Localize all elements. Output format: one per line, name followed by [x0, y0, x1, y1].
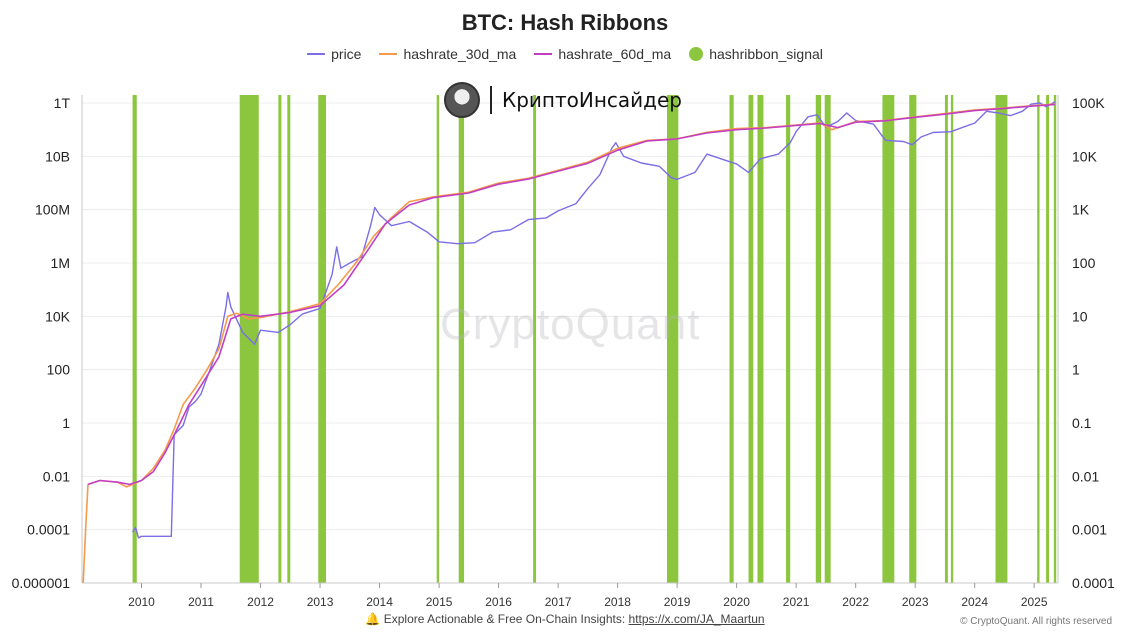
x-tick-label: 2021 [783, 595, 810, 609]
x-tick-label: 2017 [545, 595, 572, 609]
signal-band [757, 95, 764, 583]
footer-text: Explore Actionable & Free On-Chain Insig… [383, 612, 629, 626]
legend-label-price: price [331, 46, 362, 62]
brand-divider [490, 86, 492, 114]
series-line-price [132, 101, 1056, 539]
right-tick-label: 0.0001 [1072, 575, 1115, 591]
legend-label-signal: hashribbon_signal [709, 46, 823, 62]
watermark: CryptoQuant [440, 300, 701, 349]
right-tick-label: 100K [1072, 95, 1105, 111]
footer: 🔔 Explore Actionable & Free On-Chain Ins… [0, 612, 1130, 626]
legend: price hashrate_30d_ma hashrate_60d_ma ha… [0, 46, 1130, 62]
x-tick-label: 2016 [485, 595, 512, 609]
x-tick-label: 2022 [842, 595, 869, 609]
right-tick-label: 0.01 [1072, 468, 1099, 484]
right-tick-label: 10 [1072, 308, 1088, 324]
signal-band [533, 95, 537, 583]
left-tick-label: 10B [45, 148, 70, 164]
x-tick-label: 2024 [961, 595, 988, 609]
signal-band [995, 95, 1008, 583]
right-tick-label: 10K [1072, 148, 1098, 164]
signal-band [815, 95, 822, 583]
bell-icon: 🔔 [365, 612, 381, 626]
left-tick-label: 1T [54, 95, 71, 111]
right-tick-label: 0.001 [1072, 522, 1107, 538]
signal-band [458, 95, 465, 583]
series-line-hashrate_60d_ma [87, 103, 1056, 486]
hashrate-60d-swatch [534, 53, 553, 55]
right-tick-label: 100 [1072, 255, 1096, 271]
signal-band [1037, 95, 1040, 583]
signal-band [1053, 95, 1057, 583]
left-tick-label: 100 [47, 362, 71, 378]
x-tick-label: 2020 [723, 595, 750, 609]
x-tick-label: 2013 [307, 595, 334, 609]
series-line-hashrate_30d_ma [82, 103, 1056, 584]
left-tick-label: 10K [45, 308, 71, 324]
legend-label-hashrate-30d: hashrate_30d_ma [403, 46, 517, 62]
right-tick-label: 1K [1072, 202, 1090, 218]
copyright: © CryptoQuant. All rights reserved [960, 616, 1112, 627]
signal-band [287, 95, 291, 583]
legend-item-hashrate-30d[interactable]: hashrate_30d_ma [379, 46, 516, 62]
signal-band [318, 95, 326, 583]
brand-name: КриптоИнсайдер [502, 88, 682, 112]
x-tick-label: 2019 [664, 595, 691, 609]
x-tick-label: 2010 [128, 595, 155, 609]
right-tick-label: 0.1 [1072, 415, 1092, 431]
left-tick-label: 0.0001 [27, 522, 70, 538]
chart-title: BTC: Hash Ribbons [461, 10, 669, 35]
left-tick-label: 1 [62, 415, 70, 431]
x-tick-label: 2011 [188, 595, 214, 609]
left-tick-label: 0.01 [43, 468, 70, 484]
signal-band [1046, 95, 1050, 583]
hashrate-30d-swatch [379, 53, 398, 55]
signal-band [729, 95, 734, 583]
signal-band [132, 95, 137, 583]
signal-band [909, 95, 917, 583]
series-lines [82, 101, 1056, 584]
x-tick-label: 2018 [604, 595, 631, 609]
signal-band [786, 95, 791, 583]
x-tick-label: 2023 [902, 595, 929, 609]
signal-band [882, 95, 895, 583]
x-tick-label: 2025 [1021, 595, 1048, 609]
signal-band [748, 95, 754, 583]
price-swatch [307, 53, 326, 55]
left-tick-label: 1M [51, 255, 70, 271]
legend-item-price[interactable]: price [307, 46, 361, 62]
signal-band [824, 95, 831, 583]
signal-band [278, 95, 282, 583]
signal-band [436, 95, 440, 583]
x-tick-label: 2015 [426, 595, 453, 609]
legend-label-hashrate-60d: hashrate_60d_ma [558, 46, 672, 62]
signal-bands [132, 95, 1057, 583]
brand: КриптоИнсайдер [444, 82, 682, 118]
footer-link[interactable]: https://x.com/JA_Maartun [628, 612, 765, 626]
left-tick-label: 0.000001 [12, 575, 71, 591]
signal-band [944, 95, 948, 583]
legend-item-signal[interactable]: hashribbon_signal [689, 46, 823, 62]
signal-band [950, 95, 954, 583]
x-tick-label: 2012 [247, 595, 274, 609]
brand-avatar-icon [444, 82, 480, 118]
right-tick-label: 1 [1072, 362, 1080, 378]
signal-swatch [689, 47, 704, 61]
axes: 0.000001 0.0001 0.01 1 100 10K 1M 100M 10B 1T 0.00… [12, 95, 1115, 609]
legend-item-hashrate-60d[interactable]: hashrate_60d_ma [534, 46, 671, 62]
signal-band [667, 95, 679, 583]
left-tick-label: 100M [35, 202, 70, 218]
x-tick-label: 2014 [366, 595, 393, 609]
